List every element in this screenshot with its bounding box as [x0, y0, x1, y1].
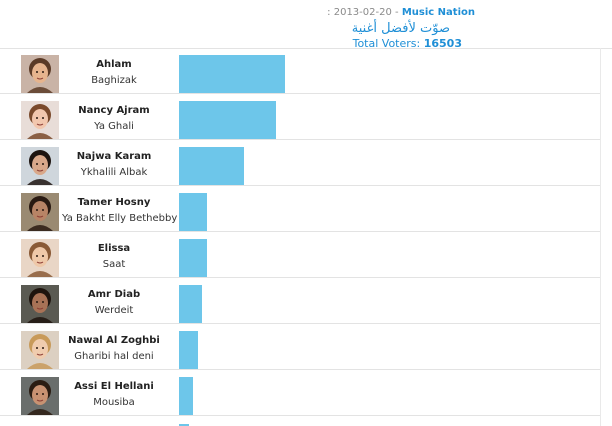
poll-row[interactable]: Ahlam Baghizak [0, 48, 600, 94]
singer-photo-icon[interactable] [21, 101, 59, 139]
portrait-graphic [21, 285, 59, 323]
portrait-graphic [21, 193, 59, 231]
next-vote-bar [179, 424, 189, 426]
poll-header: : 2013-02-20 - Music Nation صوّت لأفضل أ… [300, 6, 540, 54]
artist-name: Amr Diab [87, 289, 141, 300]
portrait-graphic [21, 147, 59, 185]
total-voters: Total Voters: 16503 [353, 37, 462, 50]
vote-bar [179, 331, 198, 369]
artist-name: Ahlam [96, 59, 132, 70]
vote-bar [179, 377, 193, 415]
vote-bar [179, 239, 207, 277]
artist-name: Nancy Ajram [78, 105, 150, 116]
singer-photo-icon[interactable] [21, 193, 59, 231]
poll-row[interactable]: Nancy Ajram Ya Ghali [0, 94, 600, 140]
singer-photo-icon[interactable] [21, 377, 59, 415]
artist-name: Nawal Al Zoghbi [68, 335, 160, 346]
vote-bar [179, 193, 207, 231]
song-title: Gharibi hal deni [74, 351, 154, 362]
artist-name: Tamer Hosny [77, 197, 151, 208]
song-title: Mousiba [93, 397, 135, 408]
site-link[interactable]: Music Nation [401, 7, 475, 18]
poll-row-text: Amr Diab Werdeit [62, 289, 166, 316]
poll-row-text: Elissa Saat [62, 243, 166, 270]
poll-row-text: Nawal Al Zoghbi Gharibi hal deni [62, 335, 166, 362]
portrait-graphic [21, 239, 59, 277]
vote-bar [179, 147, 244, 185]
poll-row-text: Tamer Hosny Ya Bakht Elly Bethebby [62, 197, 178, 224]
vote-bar [179, 55, 285, 93]
poll-row-text: Najwa Karam Ykhalili Albak [62, 151, 166, 178]
artist-name: Najwa Karam [76, 151, 152, 162]
singer-photo-icon[interactable] [21, 55, 59, 93]
portrait-graphic [21, 377, 59, 415]
song-title: Ya Bakht Elly Bethebby [62, 213, 178, 224]
total-voters-value: 16503 [423, 37, 462, 50]
song-title: Ykhalili Albak [80, 167, 148, 178]
singer-photo-icon[interactable] [21, 239, 59, 277]
song-title: Saat [102, 259, 126, 270]
right-divider [600, 48, 601, 426]
portrait-graphic [21, 101, 59, 139]
poll-date: 2013-02-20 [333, 7, 392, 18]
poll-row[interactable]: Najwa Karam Ykhalili Albak [0, 140, 600, 186]
portrait-graphic [21, 331, 59, 369]
poll-row-text: Nancy Ajram Ya Ghali [62, 105, 166, 132]
poll-row-text: Ahlam Baghizak [62, 59, 166, 86]
artist-name: Assi El Hellani [74, 381, 154, 392]
poll-row[interactable]: Amr Diab Werdeit [0, 278, 600, 324]
top-divider [0, 48, 612, 49]
poll-date-line: : 2013-02-20 - Music Nation [327, 7, 475, 18]
vote-bar [179, 285, 202, 323]
poll-date-separator: : [327, 7, 334, 18]
poll-row-text: Assi El Hellani Mousiba [62, 381, 166, 408]
poll-date-dash: - [391, 7, 402, 18]
poll-row[interactable]: Elissa Saat [0, 232, 600, 278]
song-title: Ya Ghali [94, 121, 134, 132]
artist-name: Elissa [97, 243, 131, 254]
singer-photo-icon[interactable] [21, 285, 59, 323]
poll-title: صوّت لأفضل أغنية [351, 21, 450, 36]
poll-row[interactable]: Tamer Hosny Ya Bakht Elly Bethebby [0, 186, 600, 232]
singer-photo-icon[interactable] [21, 331, 59, 369]
poll-row[interactable]: Nawal Al Zoghbi Gharibi hal deni [0, 324, 600, 370]
vote-bar [179, 101, 276, 139]
portrait-graphic [21, 55, 59, 93]
singer-photo-icon[interactable] [21, 147, 59, 185]
song-title: Baghizak [91, 75, 137, 86]
song-title: Werdeit [94, 305, 134, 316]
poll-row[interactable]: Assi El Hellani Mousiba [0, 370, 600, 416]
total-voters-label: Total Voters: [352, 37, 424, 50]
